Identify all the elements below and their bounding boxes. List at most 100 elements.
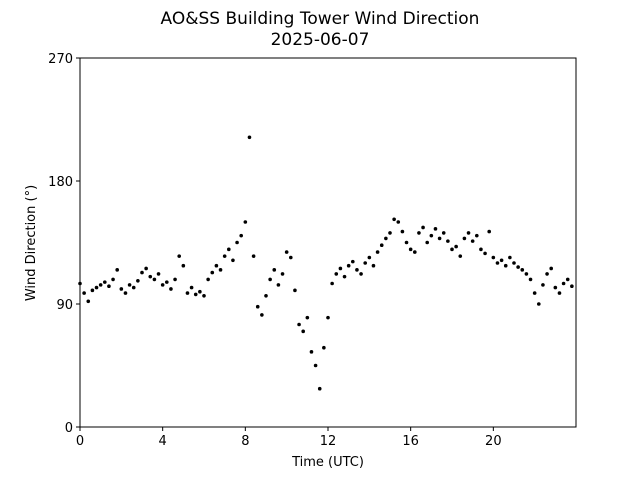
point — [570, 284, 574, 289]
x-tick-label: 20 — [485, 434, 502, 449]
point — [565, 277, 570, 282]
point — [491, 255, 496, 260]
point — [417, 231, 421, 235]
point — [384, 236, 388, 241]
point — [202, 294, 206, 298]
point — [446, 239, 450, 243]
point — [181, 263, 186, 268]
point — [260, 313, 264, 317]
chart-title: AO&SS Building Tower Wind Direction — [161, 9, 480, 29]
y-tick-label: 0 — [65, 421, 73, 436]
point — [359, 272, 363, 276]
x-tick-label: 4 — [159, 434, 167, 449]
point — [107, 284, 111, 289]
point — [437, 236, 442, 241]
point — [115, 268, 119, 272]
point — [338, 266, 343, 271]
point — [375, 250, 380, 254]
point — [127, 283, 132, 287]
y-axis-label: Wind Direction (°) — [24, 185, 39, 301]
point — [276, 283, 281, 287]
point — [367, 255, 372, 260]
point — [214, 263, 219, 268]
point — [524, 272, 529, 276]
point — [561, 281, 566, 286]
point — [119, 287, 124, 291]
point — [86, 299, 91, 304]
point — [90, 288, 95, 293]
point — [123, 291, 128, 295]
point — [495, 261, 500, 265]
point — [218, 268, 223, 272]
point — [305, 315, 310, 320]
point — [408, 247, 413, 252]
point — [413, 250, 417, 254]
point — [243, 220, 248, 224]
point — [499, 258, 504, 263]
point — [210, 270, 215, 275]
point — [553, 285, 558, 290]
point — [301, 329, 306, 334]
point — [342, 274, 347, 279]
point — [429, 233, 434, 238]
point — [462, 236, 467, 241]
point — [94, 285, 99, 290]
point — [82, 291, 86, 295]
point — [148, 274, 153, 279]
point — [441, 231, 446, 235]
point — [450, 247, 454, 252]
point — [136, 278, 140, 283]
point — [78, 281, 82, 286]
point — [140, 270, 144, 275]
point — [487, 229, 492, 234]
point — [231, 258, 235, 263]
point — [545, 272, 549, 276]
point — [247, 135, 252, 140]
point — [103, 280, 107, 284]
y-tick-label: 180 — [48, 175, 73, 190]
chart-subtitle: 2025-06-07 — [271, 30, 370, 50]
point — [177, 254, 181, 258]
point — [284, 250, 289, 254]
point — [239, 233, 243, 238]
point — [421, 225, 425, 230]
plot-frame — [79, 57, 577, 428]
point — [206, 277, 210, 282]
point — [251, 254, 256, 258]
point — [297, 322, 301, 327]
point — [255, 304, 260, 309]
point — [222, 254, 227, 258]
point — [475, 233, 479, 238]
x-tick-label: 0 — [76, 434, 84, 449]
point — [520, 268, 525, 272]
point — [371, 263, 376, 268]
point — [512, 261, 516, 265]
point — [268, 277, 272, 282]
point — [433, 227, 438, 231]
point — [289, 255, 293, 260]
point — [541, 283, 545, 287]
point — [363, 261, 368, 265]
point — [479, 247, 483, 252]
point — [326, 315, 330, 320]
point — [293, 288, 297, 293]
point — [131, 285, 136, 290]
point — [169, 287, 173, 291]
point — [235, 240, 239, 245]
point — [351, 259, 355, 264]
point — [193, 292, 198, 297]
x-tick-label: 16 — [402, 434, 419, 449]
point — [466, 231, 471, 235]
point — [557, 291, 562, 295]
point — [111, 277, 115, 282]
point — [425, 240, 430, 245]
point — [185, 291, 190, 295]
point — [334, 272, 339, 276]
point — [330, 281, 334, 286]
point — [392, 217, 396, 222]
point — [189, 285, 194, 290]
point — [458, 254, 463, 258]
point — [322, 345, 326, 350]
x-tick-label: 8 — [241, 434, 249, 449]
